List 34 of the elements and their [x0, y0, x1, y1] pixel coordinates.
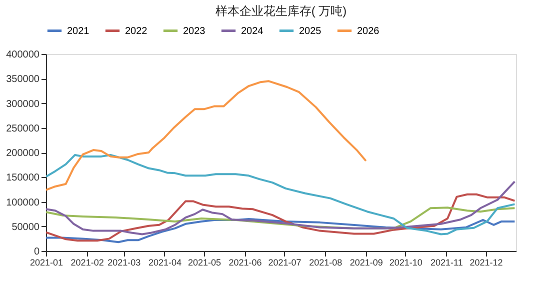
x-tick-label: 2021-03	[108, 258, 141, 268]
line-series	[46, 180, 516, 236]
y-tick-label: 200000	[6, 148, 40, 159]
y-tick-label: 250000	[6, 123, 40, 134]
x-tick-label: 2021-04	[148, 258, 182, 268]
line-series	[46, 193, 516, 242]
legend-label: 2021	[67, 26, 90, 37]
line-series	[46, 154, 516, 236]
legend-label: 2025	[299, 26, 322, 37]
legend-label: 2024	[241, 26, 264, 37]
y-tick-label: 350000	[6, 74, 40, 86]
y-tick-label: 100000	[6, 197, 40, 208]
legend-label: 2023	[183, 26, 206, 37]
y-tick-label: 300000	[6, 98, 40, 110]
x-tick-label: 2021-06	[228, 258, 262, 268]
legend-label: 2026	[357, 26, 380, 37]
x-tick-label: 2021-12	[470, 258, 503, 268]
x-tick-label: 2021-07	[268, 258, 302, 268]
line-series	[46, 206, 516, 230]
x-tick-label: 2021-10	[389, 258, 422, 268]
x-tick-label: 2021-11	[430, 258, 463, 268]
y-tick-label: 0	[34, 246, 40, 258]
line-series	[46, 218, 516, 244]
x-tick-label: 2021-02	[70, 258, 104, 268]
line-series	[46, 80, 367, 191]
x-tick-label: 2021-08	[309, 258, 342, 268]
y-tick-label: 400000	[6, 50, 40, 60]
chart-title: 样本企业花生库存( 万吨)	[215, 4, 347, 18]
legend-label: 2022	[125, 26, 148, 37]
y-tick-label: 150000	[6, 172, 40, 184]
y-tick-label: 50000	[12, 222, 40, 233]
x-tick-label: 2021-05	[188, 258, 221, 268]
x-tick-label: 2021-09	[350, 258, 383, 268]
x-tick-label: 2021-01	[30, 258, 64, 268]
